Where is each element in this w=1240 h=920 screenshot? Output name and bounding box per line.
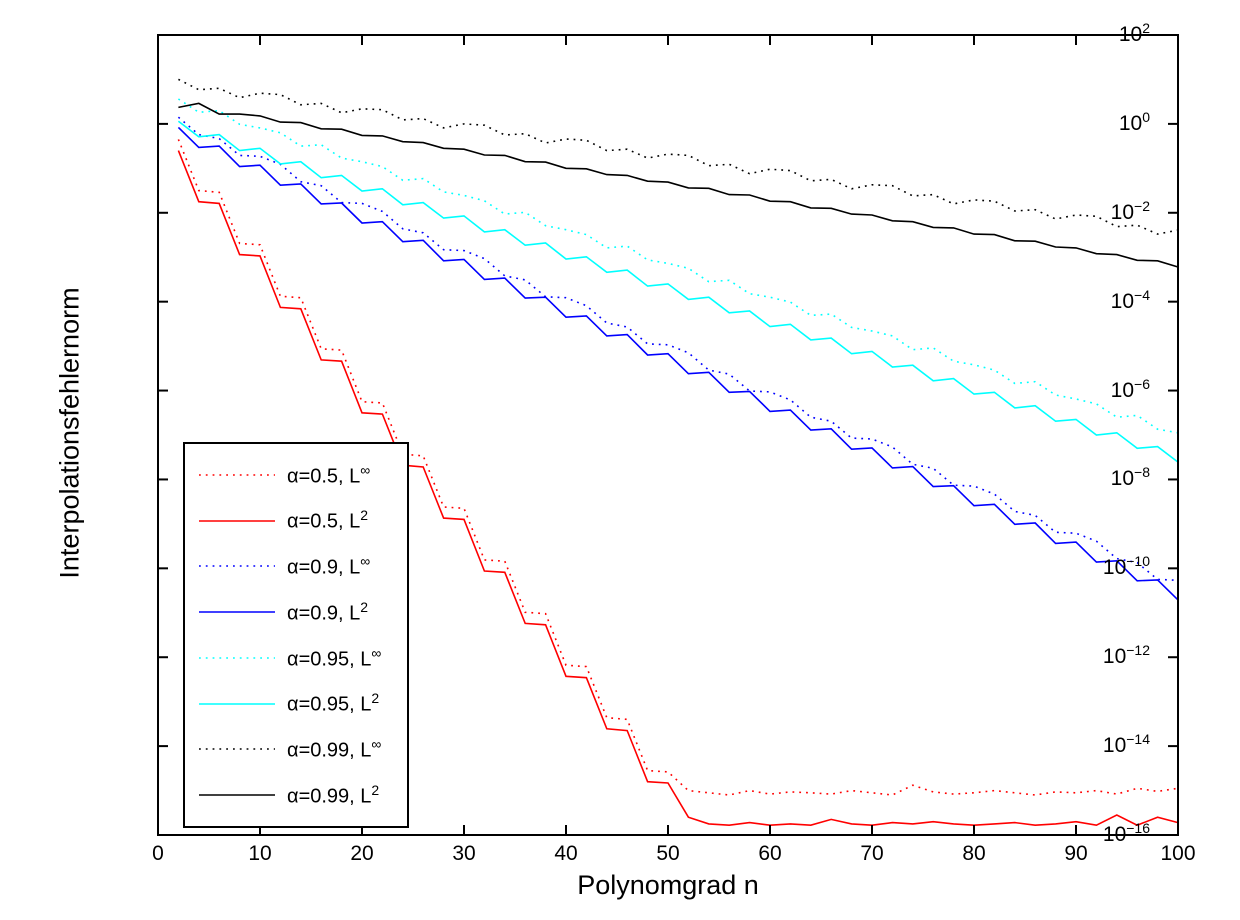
legend-label: α=0.95, L∞ — [287, 644, 382, 671]
y-tick-label-1e-14: 10−14 — [1102, 731, 1150, 758]
y-tick-label-1e-16: 10−16 — [1102, 820, 1150, 846]
y-tick-label-1e-8: 10−8 — [1110, 464, 1150, 491]
legend-label: α=0.5, L2 — [287, 507, 369, 533]
y-tick-label-1e-6: 10−6 — [1110, 375, 1150, 402]
legend-line-sample — [199, 748, 275, 751]
legend-line-sample — [199, 657, 275, 659]
series-line-alpha095-Linf — [177, 98, 1179, 434]
legend-line-sample — [199, 474, 275, 476]
legend-label: α=0.9, L∞ — [287, 553, 371, 579]
y-axis-label: Interpolationsfehlernorm — [54, 287, 85, 579]
x-axis-label: Polynomgrad n — [577, 870, 759, 900]
plot-border-box — [157, 34, 1179, 836]
series-line-alpha095-L2 — [177, 120, 1179, 463]
y-tick-label-1e2: 102 — [1118, 20, 1150, 46]
legend-line-sample — [199, 565, 275, 568]
y-tick-label-1e-2: 10−2 — [1110, 197, 1150, 224]
x-tick-label-50: 50 — [656, 842, 680, 865]
legend-entry-alpha05-Linf: α=0.5, L∞ — [197, 462, 407, 489]
legend-entry-alpha095-Linf: α=0.95, L∞ — [197, 645, 407, 672]
legend-entry-alpha099-L2: α=0.99, L2 — [197, 782, 407, 809]
y-tick-label-1e-12: 10−12 — [1102, 642, 1150, 669]
y-tick-label-1e-4: 10−4 — [1110, 286, 1150, 313]
legend-entry-alpha095-L2: α=0.95, L2 — [197, 690, 407, 717]
legend-label: α=0.99, L2 — [287, 781, 380, 808]
legend-entry-alpha09-L2: α=0.9, L2 — [197, 599, 407, 626]
x-tick-label-80: 80 — [962, 842, 986, 865]
x-tick-label-70: 70 — [860, 842, 884, 865]
legend-entry-alpha09-Linf: α=0.9, L∞ — [197, 553, 407, 580]
legend-line-sample — [199, 794, 275, 796]
x-tick-label-20: 20 — [350, 842, 374, 865]
series-line-alpha09-Linf — [177, 116, 1179, 582]
legend-label: α=0.95, L2 — [287, 690, 380, 716]
series-line-alpha05-L2 — [177, 150, 1179, 827]
legend-label: α=0.5, L∞ — [287, 461, 371, 488]
legend-entry-alpha05-L2: α=0.5, L2 — [197, 507, 407, 534]
series-line-alpha099-L2 — [178, 102, 1179, 268]
legend-entry-alpha099-Linf: α=0.99, L∞ — [197, 736, 407, 763]
x-tick-label-100: 100 — [1160, 842, 1196, 865]
series-line-alpha099-Linf — [178, 78, 1179, 235]
y-tick-label-1e0: 100 — [1118, 108, 1150, 135]
legend-label: α=0.9, L2 — [287, 598, 369, 625]
legend-line-sample — [199, 519, 275, 522]
legend-label: α=0.99, L∞ — [287, 736, 382, 762]
x-tick-label-90: 90 — [1064, 842, 1088, 865]
series-line-alpha09-L2 — [177, 126, 1179, 601]
y-tick-label-1e-10: 10−10 — [1102, 553, 1150, 580]
x-tick-label-30: 30 — [452, 842, 476, 865]
legend-box: α=0.5, L∞ α=0.5, L2 α=0.9, L∞ α=0.9, L2 α=0.… — [183, 442, 409, 828]
x-tick-label-60: 60 — [758, 842, 782, 865]
x-tick-label-40: 40 — [554, 842, 578, 865]
legend-line-sample — [199, 611, 275, 613]
x-tick-label-0: 0 — [152, 842, 164, 865]
legend-line-sample — [199, 702, 275, 705]
x-tick-label-10: 10 — [248, 842, 272, 865]
